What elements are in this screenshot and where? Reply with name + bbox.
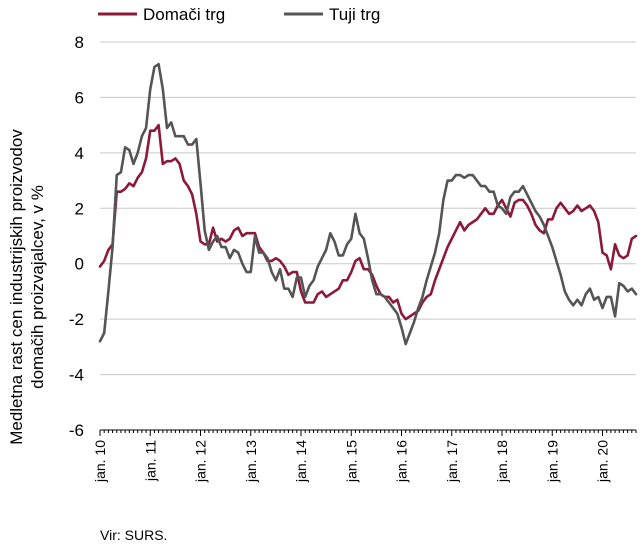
series-line-domaci-trg bbox=[98, 123, 638, 321]
y-tick-label: 4 bbox=[75, 144, 84, 163]
x-tick-label: jan. 20 bbox=[595, 440, 611, 483]
x-tick-label: jan. 14 bbox=[293, 440, 309, 483]
y-tick-label: -6 bbox=[69, 421, 84, 440]
y-axis-label-line-1: Medletna rast cen industrijskih proizvod… bbox=[7, 129, 26, 445]
x-tick-label: jan. 15 bbox=[343, 440, 359, 483]
y-tick-label: -4 bbox=[69, 366, 84, 385]
y-axis-ticks: 8 6 4 2 0 -2 -4 -6 bbox=[69, 33, 84, 440]
x-tick-label: jan. 18 bbox=[494, 440, 510, 483]
y-tick-label: 8 bbox=[75, 33, 84, 52]
x-tick-label: jan. 10 bbox=[92, 440, 108, 483]
y-tick-label: 0 bbox=[75, 255, 84, 274]
x-tick-label: jan. 13 bbox=[243, 440, 259, 483]
x-tick-label: jan. 19 bbox=[544, 440, 560, 483]
x-tick-label: jan. 17 bbox=[444, 440, 460, 483]
y-axis-label: Medletna rast cen industrijskih proizvod… bbox=[7, 129, 47, 445]
x-tick-label: jan. 12 bbox=[193, 440, 209, 483]
y-tick-label: 6 bbox=[75, 88, 84, 107]
series-lines bbox=[98, 62, 638, 346]
source-note: Vir: SURS. bbox=[100, 527, 168, 543]
y-tick-label: -2 bbox=[69, 310, 84, 329]
x-tick-label: jan. 16 bbox=[394, 440, 410, 483]
x-axis: jan. 10 jan. 11 jan. 12 jan. 13 jan. 14 jan. … bbox=[92, 429, 637, 483]
y-axis-label-line-2: domačih proizvajalcev, v % bbox=[28, 185, 47, 389]
legend-label-domaci: Domači trg bbox=[143, 5, 225, 24]
x-tick-label: jan. 11 bbox=[142, 440, 158, 482]
y-tick-label: 2 bbox=[75, 199, 84, 218]
legend-label-tuji: Tuji trg bbox=[329, 5, 380, 24]
grid bbox=[100, 41, 636, 431]
legend: Domači trg Tuji trg bbox=[98, 5, 380, 24]
series-line-tuji-trg bbox=[98, 62, 638, 346]
